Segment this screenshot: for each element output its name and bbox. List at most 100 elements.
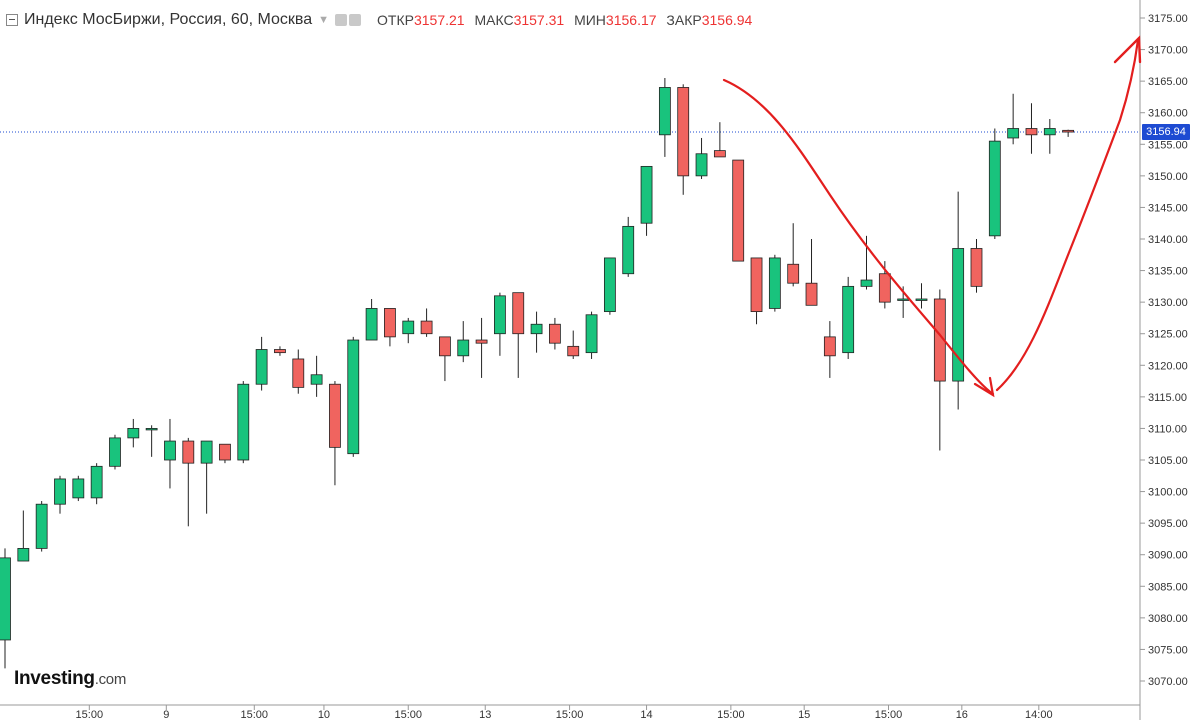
candle-body <box>585 314 598 354</box>
candle-body <box>952 248 965 382</box>
candle-body <box>549 323 561 344</box>
candle-body <box>347 339 360 455</box>
y-tick-label: 3075.00 <box>1148 644 1188 656</box>
candle-body <box>475 339 488 344</box>
candle-body <box>860 279 873 287</box>
candle-body <box>988 140 1001 237</box>
candle-body <box>842 285 855 354</box>
candle-body <box>658 87 671 136</box>
candle-body <box>805 282 818 306</box>
candle-body <box>787 263 800 284</box>
y-tick-label: 3150.00 <box>1148 171 1188 183</box>
candle-body <box>1043 128 1056 136</box>
candle-body <box>329 383 341 448</box>
annotation-up-curve <box>995 38 1140 392</box>
annotation-down-arrowhead <box>973 376 995 398</box>
x-tick-label: 13 <box>479 709 491 720</box>
gear-icon[interactable] <box>349 14 362 26</box>
y-tick-label: 3130.00 <box>1148 297 1188 309</box>
x-tick-label: 15:00 <box>556 709 584 720</box>
x-tick-label: 15:00 <box>241 709 269 720</box>
candle-body <box>127 428 140 439</box>
candle-body <box>365 308 378 341</box>
high-label: МАКС <box>474 12 514 28</box>
candle-body <box>145 428 158 431</box>
candle-body <box>1025 128 1038 136</box>
y-tick-label: 3110.00 <box>1148 423 1187 435</box>
candle-body <box>237 383 250 461</box>
candle-body <box>54 478 66 505</box>
candle-body <box>109 437 121 467</box>
chevron-down-icon[interactable]: ▼ <box>318 14 330 26</box>
annotation-up-arrowhead <box>1113 35 1142 64</box>
candle-body <box>768 257 781 309</box>
ohlc-readout: ОТКР3157.21 МАКС3157.31 МИН3156.17 ЗАКР3… <box>371 12 752 28</box>
x-tick-label: 9 <box>163 709 169 720</box>
candle-body <box>402 320 415 335</box>
candle-body <box>164 440 176 461</box>
y-tick-label: 3135.00 <box>1148 266 1188 278</box>
candle-body <box>255 349 268 385</box>
y-tick-label: 3175.00 <box>1148 13 1188 25</box>
x-tick-label: 10 <box>318 709 330 720</box>
x-tick-label: 15 <box>798 709 810 720</box>
candle-body <box>90 465 103 499</box>
candle-body <box>200 440 213 464</box>
x-tick-label: 15:00 <box>875 709 903 720</box>
candle-body <box>72 478 85 499</box>
settings-icon[interactable] <box>335 14 348 26</box>
y-tick-label: 3090.00 <box>1148 550 1188 562</box>
candle-body <box>915 298 928 301</box>
low-value: 3156.17 <box>605 12 657 28</box>
high-value: 3157.31 <box>513 12 565 28</box>
candle-body <box>1007 128 1020 139</box>
candle-body <box>292 358 305 388</box>
y-tick-label: 3125.00 <box>1148 329 1188 341</box>
candle-body <box>713 150 726 158</box>
logo-suffix: .com <box>94 671 127 688</box>
close-value: 3156.94 <box>701 12 753 28</box>
candle-body <box>603 257 616 313</box>
candle-body <box>17 548 30 562</box>
candle-body <box>219 443 231 461</box>
candle-body <box>439 336 451 357</box>
open-label: ОТКР <box>377 12 414 28</box>
y-tick-label: 3080.00 <box>1148 613 1188 625</box>
y-tick-label: 3170.00 <box>1148 45 1188 57</box>
collapse-icon[interactable] <box>6 14 18 26</box>
current-price-tag: 3156.94 <box>1142 124 1190 141</box>
investing-logo: Investing.com <box>14 668 126 690</box>
y-tick-label: 3105.00 <box>1148 455 1188 467</box>
candle-body <box>420 320 433 335</box>
y-tick-label: 3120.00 <box>1148 360 1188 372</box>
candle-body <box>0 557 11 641</box>
candle-body <box>1062 129 1075 133</box>
annotation-down-curve <box>722 78 995 396</box>
candle-body <box>970 248 983 287</box>
logo-text: Investing <box>14 668 95 689</box>
candle-body <box>494 295 506 335</box>
candle-body <box>274 349 286 354</box>
x-tick-label: 16 <box>956 709 968 720</box>
candle-body <box>384 308 396 338</box>
candle-body <box>310 374 323 385</box>
candle-body <box>640 165 653 224</box>
candle-body <box>35 503 48 549</box>
x-tick-label: 15:00 <box>394 709 422 720</box>
y-tick-label: 3165.00 <box>1148 76 1188 88</box>
x-tick-label: 15:00 <box>717 709 745 720</box>
candle-body <box>677 87 690 177</box>
close-label: ЗАКР <box>666 12 702 28</box>
x-tick-label: 14 <box>640 709 652 720</box>
instrument-title: Индекс МосБиржи, Россия, 60, Москва <box>24 11 313 28</box>
candle-body <box>530 323 543 335</box>
y-tick-label: 3160.00 <box>1148 108 1188 120</box>
y-tick-label: 3085.00 <box>1148 581 1188 593</box>
y-tick-label: 3070.00 <box>1148 676 1188 688</box>
y-tick-label: 3095.00 <box>1148 518 1188 530</box>
candle-body <box>750 257 763 313</box>
x-tick-label: 14:00 <box>1025 709 1053 720</box>
y-tick-label: 3140.00 <box>1148 234 1188 246</box>
candle-body <box>695 153 708 177</box>
